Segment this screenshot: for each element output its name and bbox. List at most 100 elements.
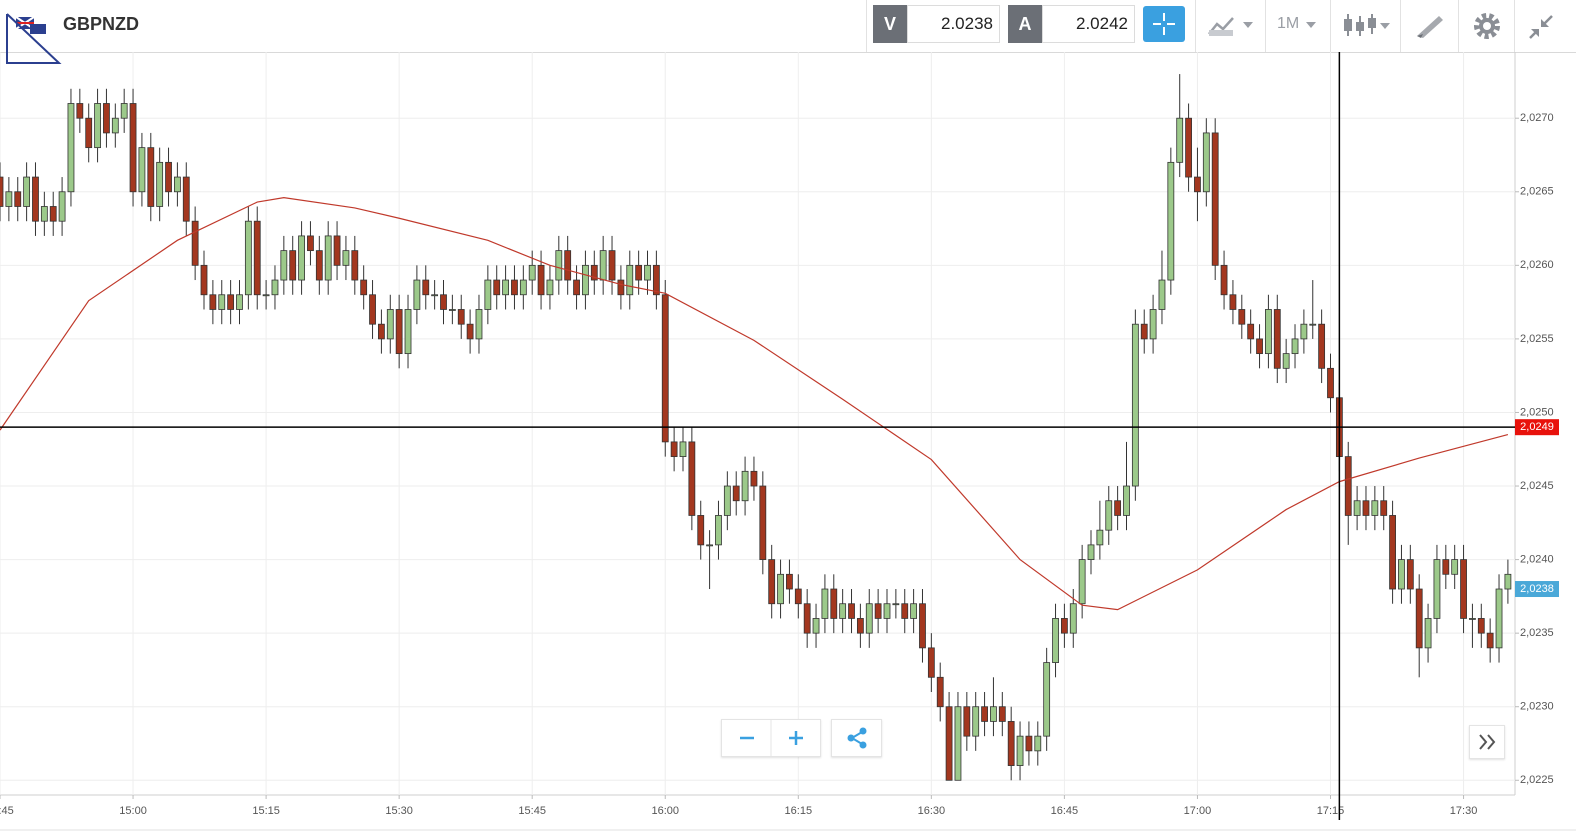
x-tick-label: 15:15 <box>252 805 280 817</box>
candle-body <box>848 603 855 619</box>
candle-body <box>111 117 119 134</box>
candle-body <box>564 250 572 281</box>
candle-body <box>1238 309 1246 325</box>
draw-tool-button[interactable] <box>1413 12 1447 40</box>
candle-body <box>1016 735 1024 766</box>
candle-body <box>1052 618 1059 663</box>
candle-body <box>519 279 527 296</box>
candle-body <box>555 250 563 281</box>
x-tick-label: 16:00 <box>651 805 679 817</box>
candle-body <box>608 250 616 281</box>
candle-body <box>1398 559 1405 590</box>
candle-body <box>812 618 820 634</box>
candle-body <box>644 264 651 281</box>
x-tick-label: 16:15 <box>785 805 813 817</box>
candle-body <box>404 309 412 355</box>
candle-body <box>14 191 22 207</box>
candle-body <box>1318 323 1326 369</box>
candle-body <box>475 309 483 340</box>
candle-body <box>1078 559 1086 605</box>
candle-body <box>794 588 802 605</box>
candle-body <box>697 515 705 546</box>
candle-body <box>679 441 687 458</box>
candle-body <box>635 264 643 281</box>
candle-body <box>1034 735 1042 752</box>
candle-body <box>0 176 4 207</box>
bid-label[interactable]: V <box>873 5 907 43</box>
x-tick-label: 16:30 <box>918 805 946 817</box>
candle-body <box>1185 117 1192 178</box>
candle-body <box>484 279 492 310</box>
candle-body <box>990 706 997 722</box>
candle-body <box>173 176 181 193</box>
x-tick-label: 14:45 <box>0 805 14 817</box>
ask-price[interactable]: 2.0242 <box>1042 5 1135 43</box>
candle-body <box>32 176 39 222</box>
candle-body <box>599 250 607 281</box>
candle-body <box>963 706 971 737</box>
timeframe-caret[interactable] <box>1303 12 1323 38</box>
crosshair-button[interactable] <box>1143 6 1185 42</box>
ask-label[interactable]: A <box>1008 5 1042 43</box>
candle-body <box>378 323 385 340</box>
candle-body <box>1256 338 1263 355</box>
settings-button[interactable] <box>1472 11 1502 41</box>
candle-body <box>76 103 84 119</box>
candle-body <box>49 206 57 222</box>
candle-body <box>750 470 758 487</box>
crosshair-price-label: 2,0249 <box>1520 421 1554 433</box>
candle-body <box>1389 515 1396 590</box>
candle-body <box>590 264 598 281</box>
candle-body <box>919 603 926 649</box>
candle-body <box>1282 353 1290 369</box>
candle-style-button[interactable] <box>1340 10 1395 40</box>
candle-body <box>182 176 190 222</box>
candle-body <box>954 706 962 781</box>
candle-body <box>324 235 332 281</box>
candle-body <box>1309 323 1317 326</box>
candle-body <box>1371 500 1379 516</box>
separator <box>1514 0 1515 52</box>
candle-body <box>1096 529 1104 546</box>
chart-type-button[interactable] <box>1205 12 1260 38</box>
candle-body <box>1291 338 1299 355</box>
candle-body <box>1353 500 1361 516</box>
bid-price[interactable]: 2.0238 <box>907 5 1000 43</box>
last-price-box <box>1515 581 1559 598</box>
candle-body <box>94 103 101 149</box>
candle-body <box>502 279 509 296</box>
candle-body <box>386 309 394 340</box>
collapse-button[interactable] <box>1526 12 1556 42</box>
candle-body <box>1123 485 1130 516</box>
candle-body <box>706 544 713 547</box>
candle-body <box>413 279 421 310</box>
candle-body <box>200 264 208 296</box>
x-tick-label: 17:15 <box>1317 805 1345 817</box>
candle-body <box>244 220 252 296</box>
candle-body <box>23 176 31 207</box>
candle-body <box>1265 309 1272 355</box>
candle-body <box>253 220 261 296</box>
y-tick-label: 2,0240 <box>1520 554 1554 566</box>
timeframe[interactable]: 1M <box>1277 15 1300 32</box>
candle-body <box>147 147 155 207</box>
candle-body <box>1380 500 1388 516</box>
y-tick-label: 2,0265 <box>1520 186 1554 198</box>
candle-body <box>856 618 864 634</box>
candle-body <box>1105 500 1113 531</box>
candle-body <box>732 485 740 502</box>
zoom-controls <box>721 719 821 757</box>
candle-body <box>901 603 909 619</box>
candle-body <box>103 103 110 134</box>
candle-body <box>803 603 811 634</box>
scroll-end-button[interactable] <box>1469 725 1505 759</box>
toolbar: GBPNZD V 2.0238 A 2.0242 1M <box>0 0 1576 64</box>
candle-body <box>448 309 456 311</box>
candle-body <box>191 220 199 266</box>
candle-body <box>129 103 137 193</box>
share-button[interactable] <box>831 719 882 757</box>
x-tick-label: 15:30 <box>385 805 413 817</box>
candle-body <box>945 706 953 781</box>
candle-body <box>1442 559 1450 575</box>
